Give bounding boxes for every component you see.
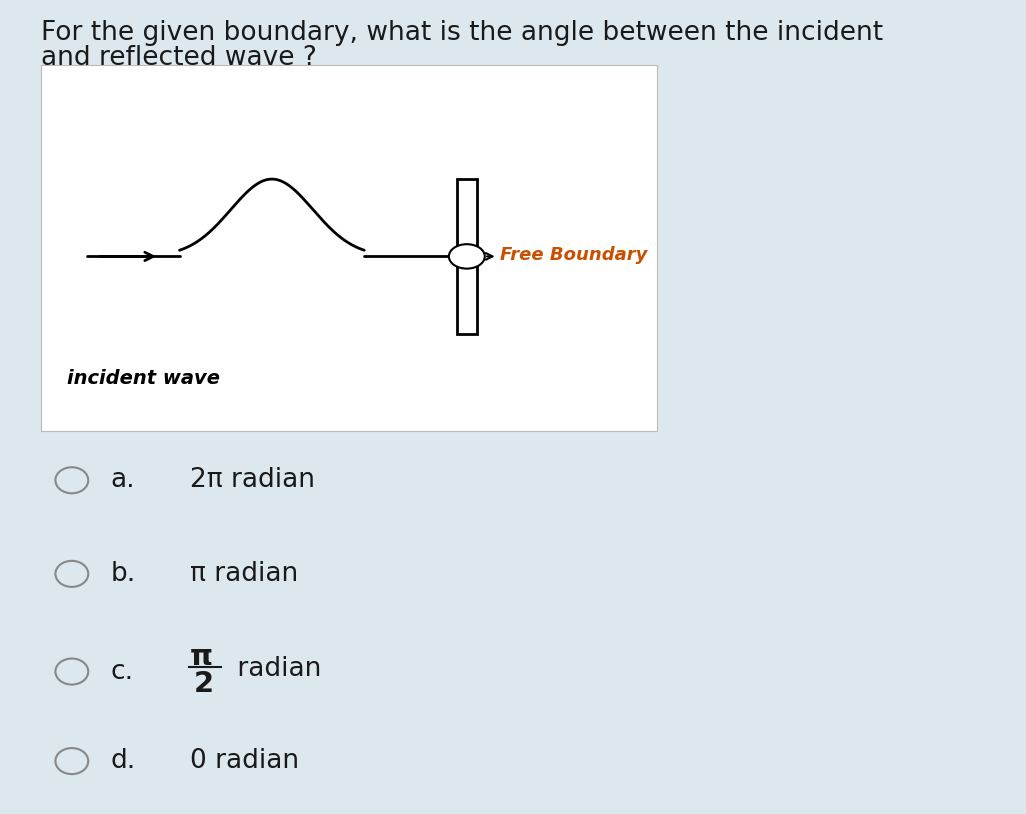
Text: incident wave: incident wave [67, 369, 220, 388]
Text: 2π radian: 2π radian [190, 467, 315, 493]
Text: Free Boundary: Free Boundary [500, 246, 647, 264]
Text: 0 radian: 0 radian [190, 748, 299, 774]
FancyBboxPatch shape [41, 65, 657, 431]
Text: c.: c. [111, 659, 134, 685]
Text: π radian: π radian [190, 561, 299, 587]
Text: a.: a. [111, 467, 135, 493]
Ellipse shape [449, 244, 484, 269]
Text: and reflected wave ?: and reflected wave ? [41, 45, 317, 71]
FancyBboxPatch shape [457, 179, 477, 334]
Text: 2: 2 [194, 670, 214, 698]
Text: d.: d. [111, 748, 136, 774]
Text: radian: radian [229, 656, 321, 682]
Text: For the given boundary, what is the angle between the incident: For the given boundary, what is the angl… [41, 20, 883, 46]
Text: π: π [190, 643, 213, 671]
Text: b.: b. [111, 561, 136, 587]
